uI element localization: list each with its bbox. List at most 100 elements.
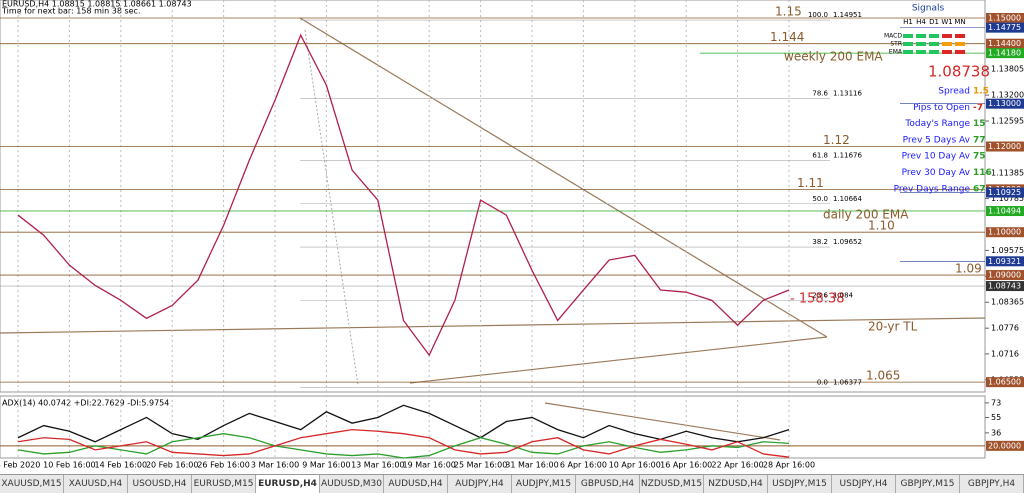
level-label: 1.11 [797,176,824,190]
tab[interactable]: GBPUSD,H4 [576,475,640,493]
adx-panel [0,395,986,459]
stat-label: Pips to Open [913,103,970,113]
price-panel [0,0,986,393]
fib-level: 78.6 [812,90,828,98]
y-tick-label: 36 [991,428,1001,437]
ema-box [986,206,1024,217]
x-tick-label: 13 Mar 16:00 [351,461,404,470]
level-axis-label: 1.10000 [988,228,1021,237]
y-tick-label: 1.08365 [991,298,1024,307]
signal-bar [929,50,939,54]
ema-text: daily 200 EMA [823,208,909,222]
signal-bar [942,42,952,46]
tab[interactable]: USDJPY,M15 [768,475,832,493]
signal-bar [942,50,952,54]
tab[interactable]: NZDUSD,H4 [704,475,768,493]
fib-price: 1.11676 [833,151,862,159]
y-tick-label: 1.09575 [991,246,1024,255]
stat-value: 1.5 [973,87,989,97]
signal-bar [955,50,965,54]
tab[interactable]: AUDUSD,H4 [384,475,448,493]
tab[interactable]: AUDJPY,H4 [448,475,512,493]
ema-label: 1.10494 [988,207,1021,216]
symbol-line: EURUSD,H4 1.08815 1.08815 1.08661 1.0874… [2,0,192,9]
x-tick-label: 14 Feb 16:00 [95,461,147,470]
stat-label: Spread [938,87,970,97]
marked-price-box [986,256,1024,267]
signals-title: Signals [912,4,945,14]
tab[interactable]: AUDJPY,M15 [512,475,576,493]
fib-price: 1.084 [833,292,854,300]
marked-price-box [986,187,1024,198]
level-axis-label: 1.15000 [988,13,1021,22]
level-axis-label: 1.09000 [988,271,1021,280]
level-label: 1.15 [775,4,802,18]
signal-col: MN [954,18,965,26]
tab[interactable]: USOUSD,H4 [128,475,192,493]
level-axis-label: 1.14400 [988,39,1021,48]
signal-bar [929,34,939,38]
x-tick-label: 22 Apr 16:00 [712,461,764,470]
level-axis-label: 1.12000 [988,142,1021,151]
y-tick-label: 1.12595 [991,117,1024,126]
y-tick-label: 1.13200 [991,91,1024,100]
chart: EURUSD,H4 1.08815 1.08815 1.08661 1.0874… [0,0,1024,470]
y-tick-label: 73 [991,398,1001,407]
y-tick-label: 55 [991,413,1001,422]
level-axis-box [986,227,1024,238]
signal-bar [955,34,965,38]
signal-bar [903,34,913,38]
tab[interactable]: GBPJPY,H4 [960,475,1024,493]
fib-level: 23.6 [812,292,828,300]
signal-bar [903,42,913,46]
level-axis-label: 1.06500 [988,378,1021,387]
trendline [544,402,781,441]
price-line [17,428,790,458]
tab[interactable]: XAUUSD,M15 [0,475,64,493]
tab[interactable]: XAUUSD,H4 [64,475,128,493]
fib-level: 100.0 [808,11,828,19]
fib-price: 1.09652 [833,238,862,246]
stat-value: 77 [973,135,986,145]
marked-price-label: 1.13000 [988,99,1021,108]
tab[interactable]: EURUSD,H4 [256,475,320,493]
level-axis-box [986,12,1024,23]
signal-bar [929,42,939,46]
trendline-label: 20-yr TL [868,320,918,334]
x-tick-label: 10 Feb 16:00 [43,461,95,470]
stat-label: Prev Days Range [894,184,971,194]
y-tick-label: 1.13805 [991,65,1024,74]
price-line [17,433,790,459]
adx-level-label: 20.0000 [988,441,1021,450]
tab[interactable]: GBPJPY,M15 [896,475,960,493]
marked-price-label: 1.10925 [988,188,1021,197]
timer: Time for next bar: 158 min 38 sec. [1,7,141,16]
level-axis-box [986,270,1024,281]
fib-level: 38.2 [812,238,828,246]
signal-bar [903,50,913,54]
tab[interactable]: EURUSD,M15 [192,475,256,493]
stat-value: 15 [973,119,986,129]
signal-col: W1 [941,18,952,26]
stat-label: Prev 30 Day Av [902,168,971,178]
signal-col: H1 [903,18,913,26]
tab[interactable]: AUDUSD,M30 [320,475,384,493]
tab[interactable]: USDJPY,H4 [832,475,896,493]
level-label: 1.12 [823,133,850,147]
marked-price-box [986,22,1024,33]
adx-level-box [986,440,1024,451]
stat-value: 75 [973,152,986,162]
fib-price: 1.13116 [833,90,862,98]
level-label: 1.09 [955,262,982,276]
signal-bar [955,42,965,46]
stat-value: -7 [973,103,983,113]
level-axis-box [986,377,1024,388]
stat-value: 116 [973,168,992,178]
fib-price: 1.06377 [833,378,862,386]
level-label: 1.065 [866,369,900,383]
signal-row: EMA [889,49,903,56]
signal-bar [916,50,926,54]
adx-title: ADX(14) 40.0742 +DI:22.7629 -DI:5.9754 [2,399,169,408]
tab[interactable]: NZDUSD,M15 [640,475,704,493]
